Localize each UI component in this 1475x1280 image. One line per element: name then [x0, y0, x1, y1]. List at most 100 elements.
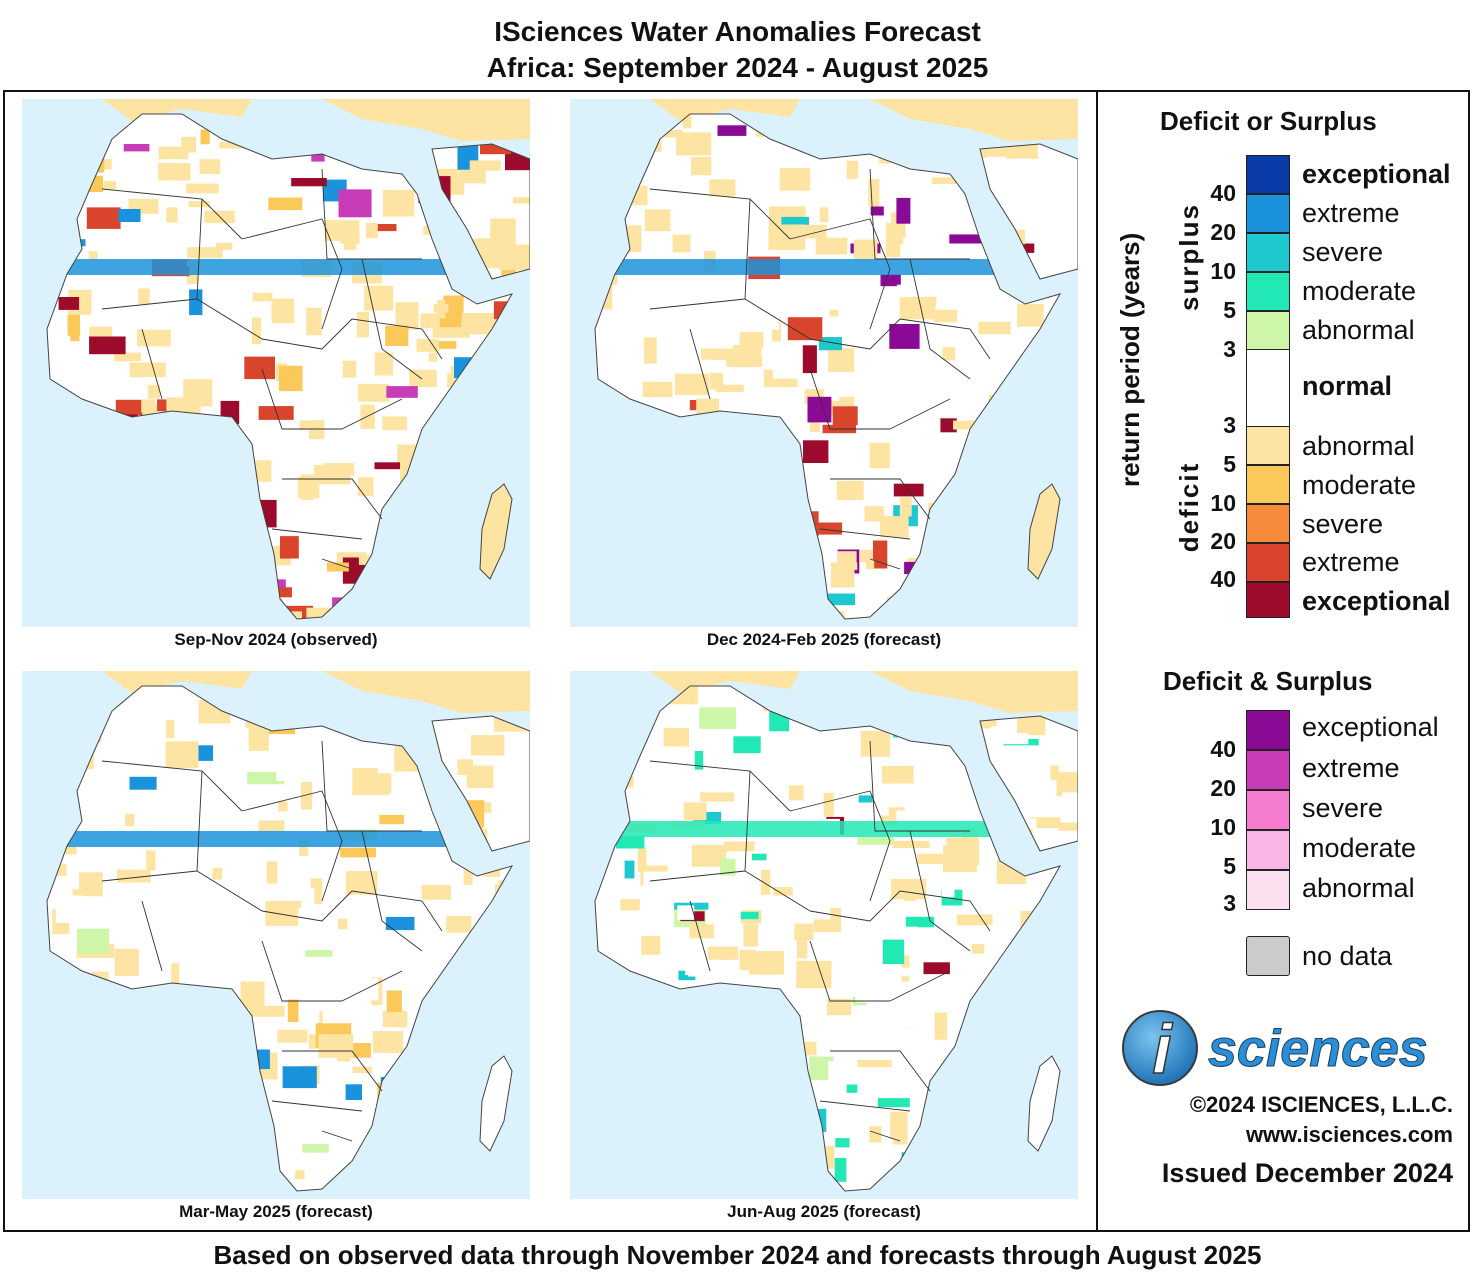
anomaly-cell	[958, 344, 972, 369]
swatch-deficit-severe	[1246, 504, 1290, 543]
website-link[interactable]: www.isciences.com	[1245, 1122, 1453, 1147]
madagascar	[1028, 484, 1060, 579]
panel-caption: Mar-May 2025 (forecast)	[179, 1202, 373, 1221]
anomaly-cell	[337, 931, 356, 960]
anomaly-cell	[713, 560, 741, 572]
anomaly-cell	[755, 120, 788, 137]
europe-landmass	[650, 99, 1078, 141]
anomaly-cell	[1007, 818, 1037, 829]
legend-number: 10	[1210, 490, 1236, 516]
anomaly-cell	[356, 311, 369, 338]
anomaly-cell	[641, 935, 661, 955]
anomaly-cell	[893, 712, 914, 738]
anomaly-cell	[82, 144, 96, 167]
anomaly-cell	[249, 705, 275, 722]
anomaly-cell	[899, 610, 923, 619]
anomaly-cell	[906, 793, 940, 804]
anomaly-cell	[806, 1145, 835, 1169]
anomaly-cell	[634, 550, 671, 560]
country-border	[361, 258, 423, 380]
anomaly-cell	[640, 136, 662, 152]
anomaly-cell	[88, 1069, 127, 1080]
anomaly-cell	[815, 237, 848, 255]
anomaly-cell	[125, 481, 148, 496]
anomaly-cell	[678, 970, 696, 981]
anomaly-cell	[258, 820, 285, 833]
anomaly-cell	[397, 1140, 433, 1155]
anomaly-cell	[953, 420, 974, 430]
anomaly-cell	[520, 474, 530, 486]
anomaly-cell	[996, 554, 1025, 570]
anomaly-cell	[999, 1172, 1036, 1186]
anomaly-cell	[146, 850, 156, 871]
anomaly-cell	[698, 519, 708, 530]
anomaly-cell	[368, 138, 399, 159]
anomaly-cell	[74, 180, 85, 189]
anomaly-cell	[201, 1009, 215, 1034]
anomaly-cell	[1045, 920, 1070, 933]
anomaly-cell	[109, 414, 138, 441]
anomaly-cell	[386, 990, 402, 1013]
anomaly-cell	[205, 466, 229, 486]
anomaly-cell	[1013, 617, 1041, 619]
anomaly-cell	[389, 709, 411, 726]
country-border	[271, 1100, 363, 1112]
anomaly-cell	[603, 409, 623, 422]
anomaly-cell	[974, 1164, 1007, 1178]
anomaly-cell	[385, 325, 409, 346]
map-panel-dec-feb-2025	[570, 99, 1078, 627]
anomaly-cell	[1028, 362, 1058, 370]
anomaly-cell	[95, 1167, 113, 1191]
anomaly-cell	[699, 792, 735, 802]
anomaly-cell	[1032, 941, 1044, 961]
anomaly-cell	[647, 130, 683, 138]
anomaly-cell	[840, 966, 867, 975]
country-border	[261, 890, 353, 922]
anomaly-cell	[433, 304, 449, 313]
anomaly-cell	[66, 862, 80, 890]
anomaly-cell	[278, 801, 288, 812]
anomaly-cell	[796, 960, 832, 989]
anomaly-cell	[694, 750, 704, 770]
coastline	[594, 113, 1078, 620]
anomaly-cell	[1048, 417, 1078, 432]
anomaly-cell	[158, 163, 191, 181]
anomaly-cell	[249, 499, 277, 528]
anomaly-cell	[1040, 584, 1078, 599]
anomaly-cell	[338, 918, 348, 930]
anomaly-cell	[89, 1040, 113, 1068]
anomaly-cell	[129, 460, 142, 481]
anomaly-cell	[130, 1152, 152, 1163]
anomaly-cell	[853, 239, 878, 260]
anomaly-cell	[248, 727, 269, 751]
anomaly-cell	[358, 573, 383, 582]
anomaly-cell	[851, 1115, 870, 1143]
anomaly-cell	[608, 571, 625, 587]
anomaly-cell	[337, 1054, 351, 1062]
anomaly-cell	[212, 867, 222, 880]
anomaly-cell	[942, 1060, 959, 1074]
anomaly-cell	[374, 462, 410, 470]
anomaly-cell	[382, 416, 407, 431]
anomaly-cell	[1015, 1061, 1033, 1073]
anomaly-cell	[846, 160, 859, 179]
anomaly-cell	[739, 1053, 754, 1060]
anomaly-cell	[956, 914, 993, 926]
anomaly-cell	[1043, 976, 1067, 1001]
anomaly-cell	[266, 861, 278, 884]
anomaly-cell	[305, 950, 333, 957]
panel-caption: Jun-Aug 2025 (forecast)	[727, 1202, 921, 1221]
anomaly-cell	[296, 935, 326, 944]
anomaly-cell	[1048, 737, 1078, 750]
anomaly-cell	[143, 1042, 155, 1049]
anomaly-cell	[750, 714, 778, 723]
anomaly-cell	[723, 550, 759, 563]
anomaly-cell	[206, 433, 225, 443]
footer-note: Based on observed data through November …	[213, 1240, 1262, 1270]
anomaly-cell	[93, 697, 107, 709]
anomaly-cell	[748, 1177, 777, 1189]
anomaly-cell	[349, 142, 361, 154]
anomaly-cell	[352, 1066, 373, 1074]
anomaly-cell	[214, 908, 235, 919]
anomaly-cell	[418, 176, 451, 203]
